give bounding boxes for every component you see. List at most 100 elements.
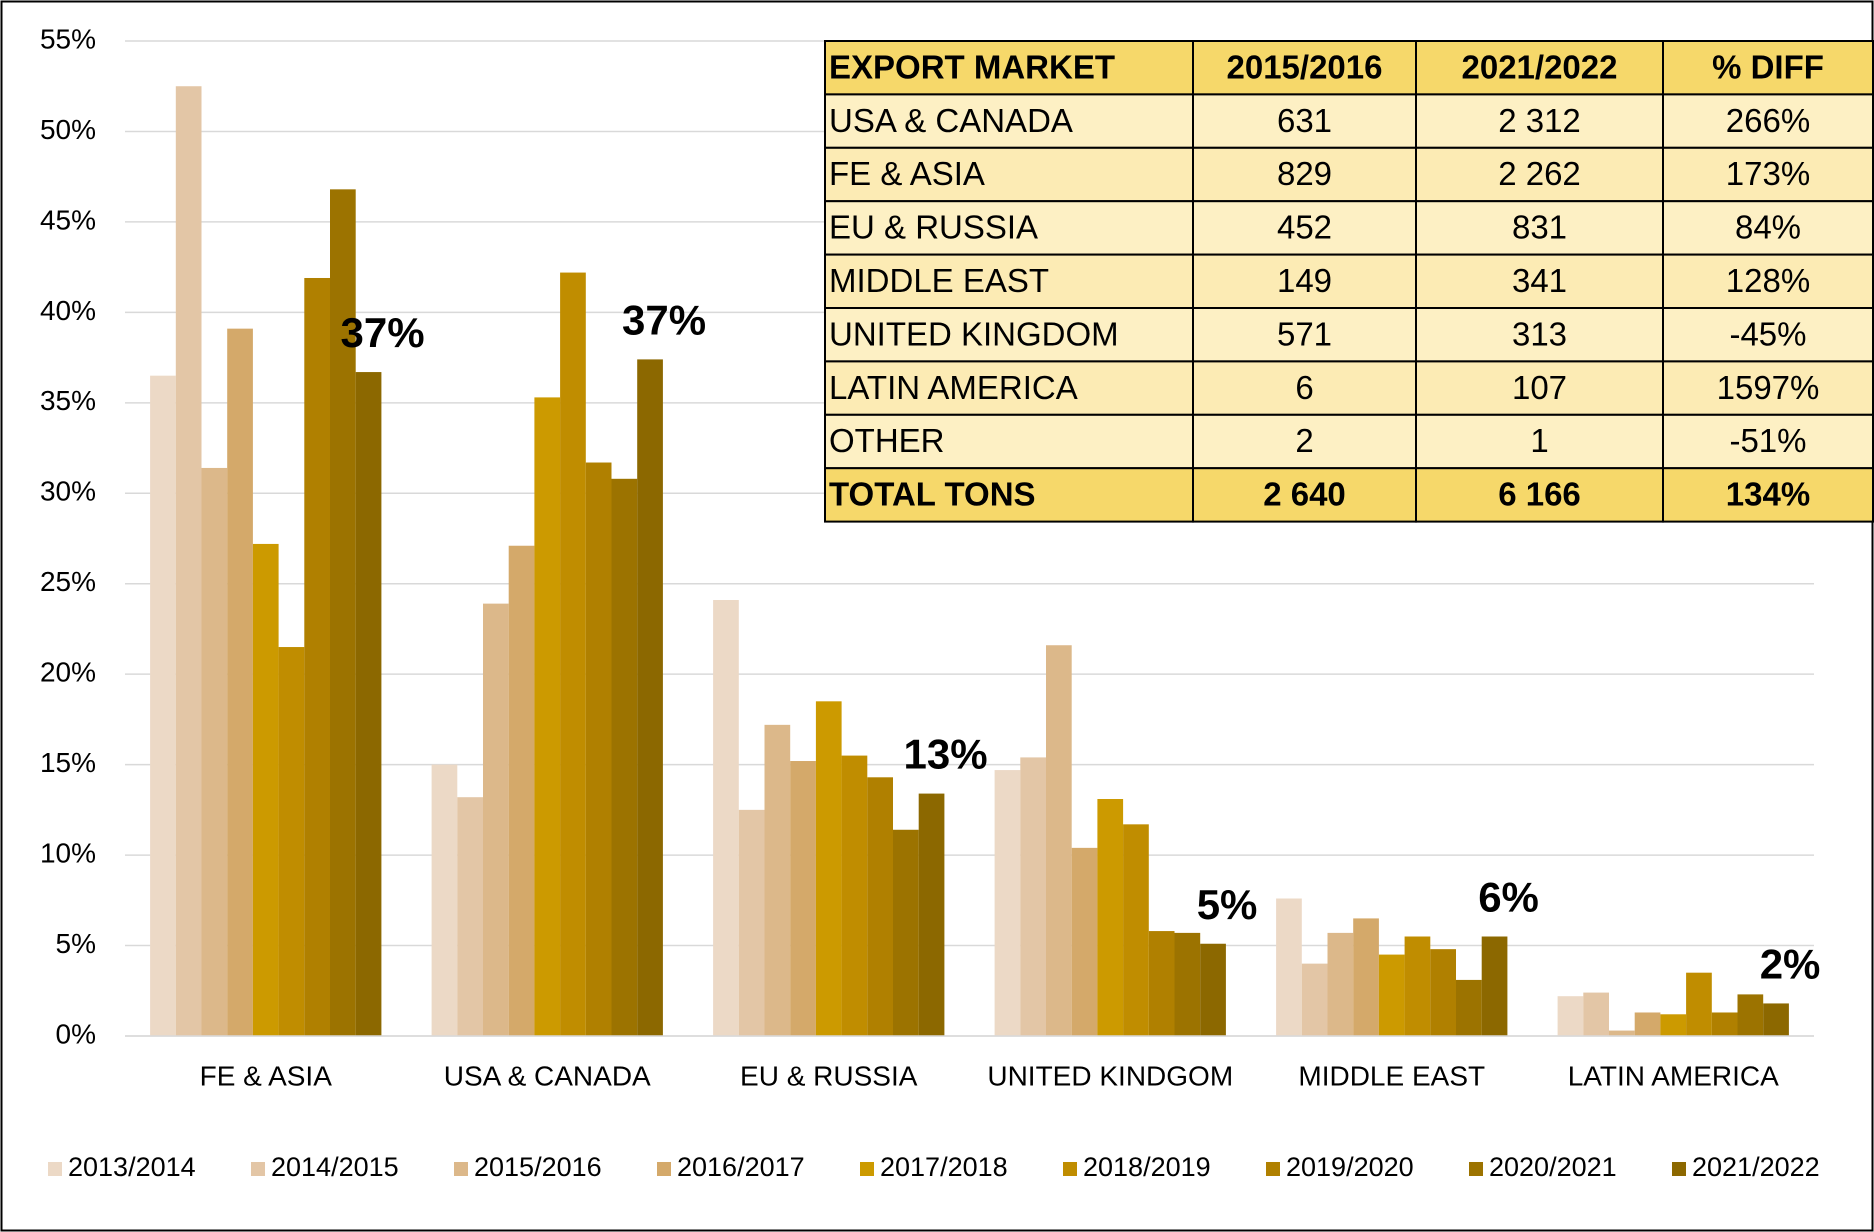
row-header: EU & RUSSIA [829,209,1038,246]
legend-swatch [454,1162,468,1176]
table-value: 2 640 [1263,476,1346,513]
table-value: 107 [1512,369,1567,406]
bar [560,272,586,1037]
table-cell [1192,146,1417,203]
bar [1404,936,1431,1036]
table-value: 134% [1726,476,1810,513]
bar [585,462,612,1036]
legend-label: 2014/2015 [271,1152,399,1182]
bar [1200,943,1226,1036]
bar [1353,918,1379,1036]
legend-label: 2015/2016 [474,1152,602,1182]
bar [1123,824,1149,1036]
table-value: 2 312 [1498,102,1581,139]
table-cell [1192,200,1417,256]
legend-label: 2017/2018 [880,1152,1008,1182]
y-tick-label: 20% [40,657,96,688]
data-label: 37% [622,296,706,343]
bar [304,277,330,1036]
table-value: 84% [1735,209,1801,246]
legend-swatch [860,1162,874,1176]
bar [1097,799,1124,1036]
table-cell [1192,253,1417,310]
bar [1583,992,1609,1036]
bar [764,724,791,1036]
y-tick-label: 10% [40,837,96,868]
bar [713,600,739,1036]
bar [611,478,638,1036]
legend-label: 2018/2019 [1083,1152,1211,1182]
bar [252,543,279,1036]
data-label: 6% [1478,874,1539,921]
table-value: -45% [1729,315,1806,352]
table-value: % DIFF [1712,48,1824,85]
table-cell [1415,146,1664,203]
legend-swatch [1063,1162,1077,1176]
bar [483,603,509,1036]
table-value: 2 [1295,422,1313,459]
y-tick-label: 40% [40,295,96,326]
bar [790,761,816,1036]
table-cell [824,307,1194,363]
table-cell [824,253,1194,310]
bar [1557,996,1584,1036]
table-cell [824,146,1194,203]
table-cell [1415,200,1664,256]
table-cell [824,467,1194,523]
table-value: 173% [1726,155,1810,192]
data-label: 5% [1197,881,1258,928]
table-value: 2 262 [1498,155,1581,192]
x-tick-label: UNITED KINDGOM [987,1060,1233,1091]
table-value: 1 [1530,422,1548,459]
bar [1763,1003,1789,1036]
table-cell [824,200,1194,256]
bar [867,777,893,1036]
table-value: 6 166 [1498,476,1581,513]
table-value: 313 [1512,315,1567,352]
bar [815,701,842,1036]
bar [1634,1012,1661,1036]
legend-label: 2021/2022 [1692,1152,1820,1182]
table-value: 829 [1277,155,1332,192]
legend-swatch [1266,1162,1280,1176]
table-value: 631 [1277,102,1332,139]
bar [1378,954,1405,1036]
row-header: OTHER [829,422,945,459]
bar [1481,936,1508,1036]
row-header: LATIN AMERICA [829,369,1078,406]
table-cell [1192,93,1417,149]
table-cell [1662,360,1874,416]
bar [1046,645,1072,1036]
row-header: MIDDLE EAST [829,262,1049,299]
x-tick-label: MIDDLE EAST [1298,1060,1485,1091]
bar [1737,994,1764,1036]
bar [1174,932,1201,1036]
table-cell [1415,360,1664,416]
table-cell [1192,307,1417,363]
table-cell [1662,413,1874,470]
legend-swatch [657,1162,671,1176]
bar [1071,847,1098,1036]
table-cell [1662,307,1874,363]
y-tick-label: 25% [40,566,96,597]
y-tick-label: 45% [40,204,96,235]
x-tick-label: LATIN AMERICA [1568,1060,1779,1091]
x-tick-label: EU & RUSSIA [740,1060,918,1091]
bar [1430,949,1456,1036]
row-header: TOTAL TONS [829,476,1036,513]
bar [1301,963,1328,1036]
bar [841,755,868,1036]
bar [1711,1012,1738,1036]
bar [1020,757,1046,1036]
table-value: 341 [1512,262,1567,299]
table-value: 1597% [1717,369,1820,406]
row-header: FE & ASIA [829,155,985,192]
x-tick-label: FE & ASIA [200,1060,333,1091]
y-tick-label: 5% [56,928,96,959]
bar [227,328,253,1036]
bar [431,764,458,1036]
bar [457,797,483,1036]
y-tick-label: 15% [40,747,96,778]
y-tick-label: 30% [40,476,96,507]
